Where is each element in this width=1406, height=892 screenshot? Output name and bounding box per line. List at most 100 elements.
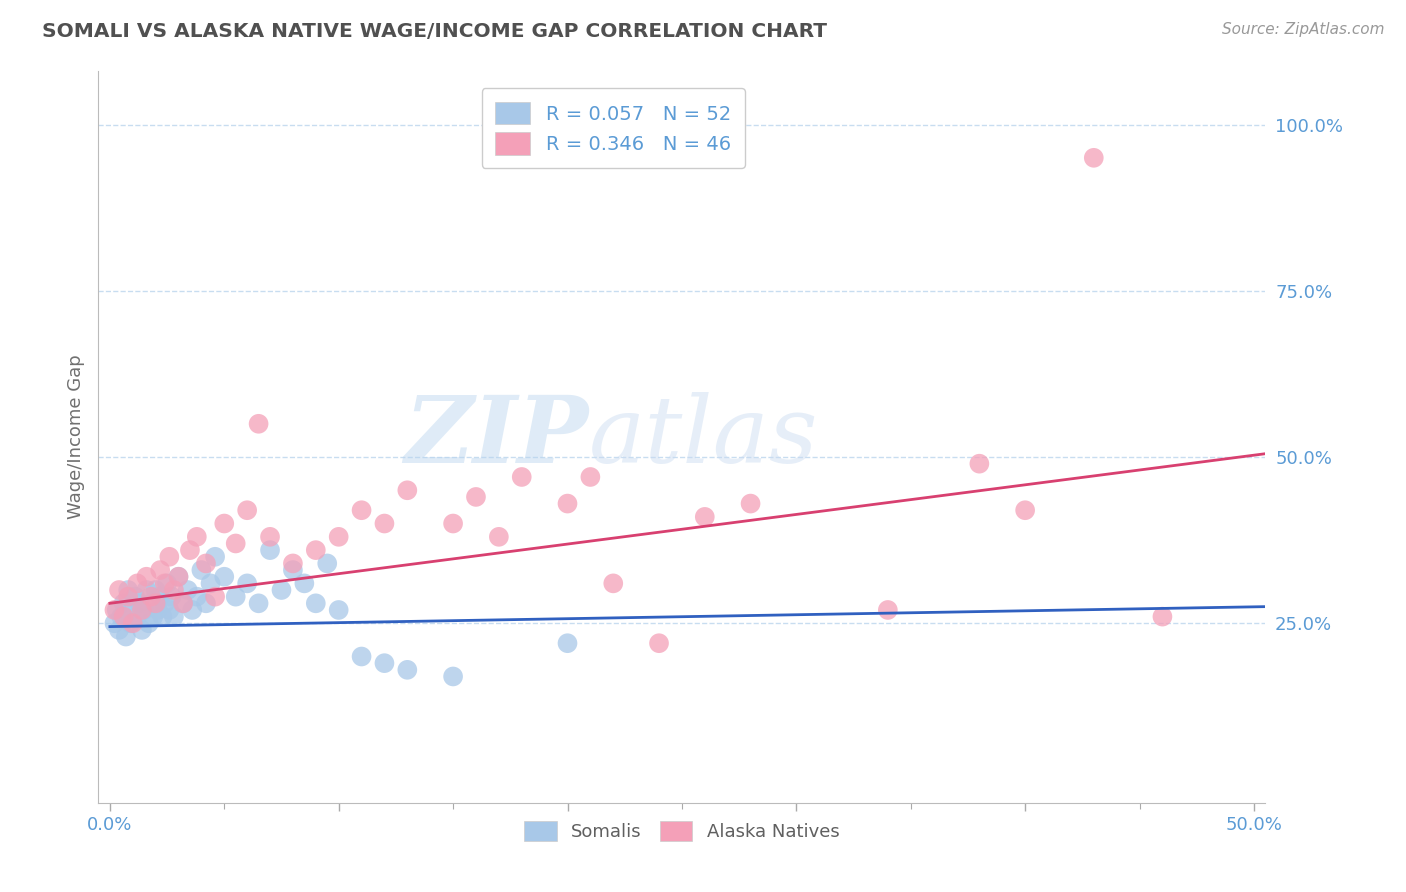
Point: [557, 497, 579, 511]
Point: [602, 576, 624, 591]
Point: [112, 609, 135, 624]
Point: [190, 563, 212, 577]
Point: [153, 576, 176, 591]
Point: [214, 570, 236, 584]
Point: [157, 603, 180, 617]
Point: [305, 596, 328, 610]
Point: [128, 596, 150, 610]
Point: [172, 596, 194, 610]
Point: [103, 616, 125, 631]
Point: [328, 530, 350, 544]
Point: [740, 497, 762, 511]
Point: [876, 603, 898, 617]
Point: [138, 616, 160, 631]
Point: [108, 582, 131, 597]
Point: [1152, 609, 1174, 624]
Point: [373, 516, 395, 531]
Point: [134, 603, 156, 617]
Point: [510, 470, 533, 484]
Point: [579, 470, 602, 484]
Point: [149, 590, 172, 604]
Point: [146, 603, 169, 617]
Point: [441, 516, 464, 531]
Point: [396, 663, 419, 677]
Text: atlas: atlas: [589, 392, 818, 482]
Legend: Somalis, Alaska Natives: Somalis, Alaska Natives: [517, 814, 846, 848]
Text: SOMALI VS ALASKA NATIVE WAGE/INCOME GAP CORRELATION CHART: SOMALI VS ALASKA NATIVE WAGE/INCOME GAP …: [42, 22, 827, 41]
Point: [121, 616, 143, 631]
Point: [176, 582, 198, 597]
Point: [200, 576, 222, 591]
Point: [270, 582, 292, 597]
Point: [396, 483, 419, 498]
Point: [121, 603, 143, 617]
Point: [204, 590, 226, 604]
Point: [167, 570, 190, 584]
Point: [247, 596, 270, 610]
Point: [103, 603, 125, 617]
Point: [373, 656, 395, 670]
Point: [350, 503, 373, 517]
Point: [105, 603, 128, 617]
Point: [292, 576, 315, 591]
Text: Source: ZipAtlas.com: Source: ZipAtlas.com: [1222, 22, 1385, 37]
Point: [259, 543, 281, 558]
Point: [350, 649, 373, 664]
Point: [142, 609, 165, 624]
Point: [1083, 151, 1105, 165]
Point: [214, 516, 236, 531]
Point: [127, 576, 149, 591]
Point: [145, 582, 167, 597]
Point: [139, 596, 162, 610]
Point: [693, 509, 716, 524]
Point: [305, 543, 328, 558]
Point: [316, 557, 339, 571]
Point: [163, 609, 186, 624]
Point: [186, 530, 208, 544]
Point: [247, 417, 270, 431]
Point: [204, 549, 226, 564]
Point: [167, 570, 190, 584]
Point: [181, 603, 204, 617]
Point: [135, 570, 157, 584]
Point: [236, 503, 259, 517]
Point: [145, 596, 167, 610]
Point: [225, 590, 247, 604]
Point: [112, 596, 135, 610]
Point: [139, 590, 162, 604]
Point: [160, 590, 183, 604]
Point: [194, 596, 217, 610]
Point: [186, 590, 208, 604]
Point: [969, 457, 991, 471]
Point: [179, 543, 201, 558]
Point: [156, 576, 179, 591]
Point: [131, 603, 153, 617]
Point: [172, 596, 194, 610]
Point: [194, 557, 217, 571]
Point: [152, 609, 174, 624]
Point: [115, 630, 138, 644]
Point: [259, 530, 281, 544]
Point: [149, 563, 172, 577]
Point: [648, 636, 671, 650]
Point: [488, 530, 510, 544]
Point: [441, 669, 464, 683]
Point: [557, 636, 579, 650]
Point: [120, 616, 142, 631]
Point: [110, 609, 132, 624]
Point: [117, 582, 139, 597]
Point: [153, 596, 176, 610]
Point: [328, 603, 350, 617]
Point: [281, 563, 304, 577]
Point: [163, 582, 186, 597]
Point: [135, 582, 157, 597]
Point: [108, 623, 131, 637]
Point: [281, 557, 304, 571]
Point: [131, 623, 153, 637]
Point: [465, 490, 488, 504]
Point: [157, 549, 180, 564]
Point: [1014, 503, 1036, 517]
Y-axis label: Wage/Income Gap: Wage/Income Gap: [66, 355, 84, 519]
Point: [124, 590, 146, 604]
Point: [117, 590, 139, 604]
